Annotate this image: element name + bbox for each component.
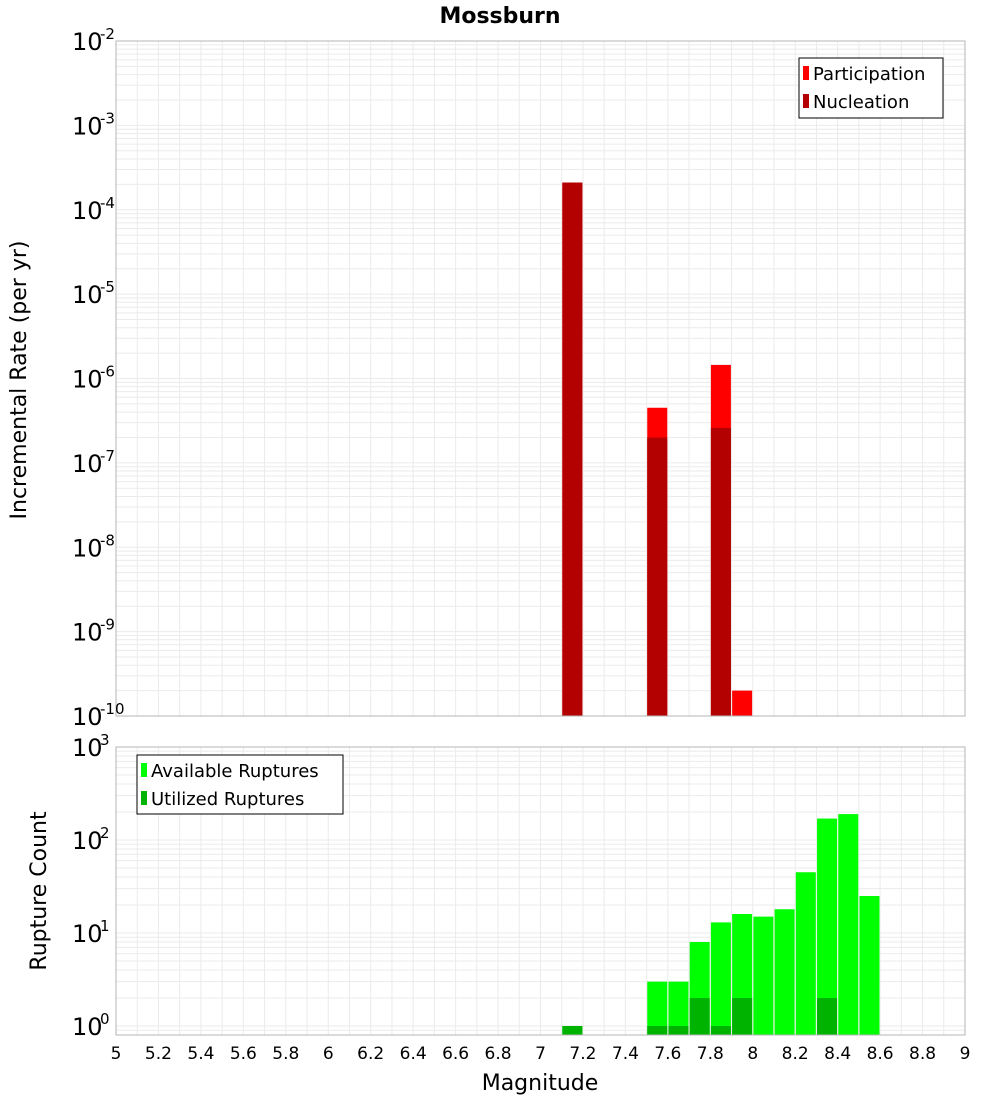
rate-y-tick-label: 10 [72,112,103,140]
count-y-tick-label: 10 [72,827,103,855]
x-tick-label: 8.8 [909,1044,936,1064]
rate-y-tick-exponent: -7 [100,447,115,465]
rate-y-tick-label: 10 [72,534,103,562]
rate-y-tick-exponent: -3 [100,109,115,127]
rate-y-tick-exponent: -2 [100,25,115,43]
rate-y-tick-exponent: -9 [100,616,115,634]
rate-y-tick-label: 10 [72,281,103,309]
rate-y-tick-exponent: -5 [100,278,115,296]
x-tick-label: 6.6 [442,1044,469,1064]
x-tick-label: 7.6 [654,1044,681,1064]
rate-bars [562,182,753,716]
utilized-ruptures-bar [689,997,710,1035]
rate-plot-frame [115,40,966,717]
nucleation-bar [647,437,668,716]
participation-legend-label: Participation [813,64,925,85]
rate-y-tick-label: 10 [72,28,103,56]
x-tick-label: 8 [747,1044,758,1064]
x-tick-label: 5.6 [230,1044,257,1064]
nucleation-legend-swatch [803,94,809,108]
available-ruptures-bar [647,981,668,1035]
x-tick-label: 6.8 [485,1044,512,1064]
rate-y-tick-label: 10 [72,703,103,731]
count-legend: Available Ruptures Utilized Ruptures [136,754,344,815]
available-ruptures-bar [774,909,795,1035]
count-y-tick-exponent: 0 [100,1010,110,1028]
rate-y-tick-label: 10 [72,619,103,647]
chart-title: Mossburn [439,4,560,29]
count-y-tick-label: 10 [72,920,103,948]
x-tick-label: 5.2 [145,1044,172,1064]
available-ruptures-bar [753,916,774,1035]
count-y-tick-label: 10 [72,734,103,762]
x-tick-label: 6.2 [357,1044,384,1064]
rate-y-tick-label: 10 [72,197,103,225]
participation-legend-swatch [803,66,809,80]
rate-legend: Participation Nucleation [798,57,944,119]
x-tick-label: 8.2 [782,1044,809,1064]
count-y-tick-exponent: 3 [100,731,110,749]
available-ruptures-bar [838,814,859,1035]
rate-grid [115,40,966,717]
available-ruptures-bar [795,872,816,1035]
participation-bar [732,690,753,716]
x-axis-label: Magnitude [482,1071,599,1096]
rate-y-tick-exponent: -8 [100,531,115,549]
x-tick-label: 9 [960,1044,971,1064]
utilized-legend-swatch [141,791,147,805]
nucleation-bar [710,427,731,716]
count-y-tick-exponent: 2 [100,824,110,842]
count-bars [562,814,880,1035]
x-tick-label: 5 [111,1044,122,1064]
count-y-tick-exponent: 1 [100,917,110,935]
rate-y-tick-exponent: -6 [100,363,115,381]
utilized-ruptures-bar [817,997,838,1035]
x-tick-label: 7.2 [569,1044,596,1064]
rate-legend-box [798,57,944,119]
rate-y-tick-label: 10 [72,450,103,478]
x-tick-label: 7.8 [697,1044,724,1064]
available-ruptures-bar [859,895,880,1035]
utilized-ruptures-bar [562,1025,583,1035]
utilized-legend-label: Utilized Ruptures [151,789,304,810]
rate-y-axis-label: Incremental Rate (per yr) [7,241,32,520]
x-tick-label: 6.4 [400,1044,427,1064]
utilized-ruptures-bar [732,997,753,1035]
count-legend-box [136,754,344,815]
available-ruptures-bar [817,818,838,1035]
count-y-axis-label: Rupture Count [27,811,52,971]
available-legend-swatch [141,763,147,777]
count-y-tick-label: 10 [72,1013,103,1041]
utilized-ruptures-bar [668,1025,689,1035]
utilized-ruptures-bar [710,1025,731,1035]
rate-y-tick-exponent: -4 [100,194,115,212]
nucleation-legend-label: Nucleation [813,92,909,113]
x-tick-label: 8.6 [867,1044,894,1064]
x-tick-label: 7.4 [612,1044,639,1064]
x-tick-label: 7 [535,1044,546,1064]
rate-y-tick-exponent: -10 [100,700,125,718]
x-tick-label: 5.4 [187,1044,214,1064]
available-ruptures-bar [710,922,731,1035]
x-axis-ticks: 5 5.2 5.4 5.6 5.8 6 6.2 6.4 6.6 6.8 7 7.2 7.4 7.6 7.8 8… [111,1044,971,1064]
utilized-ruptures-bar [647,1025,668,1035]
nucleation-bar [562,182,583,716]
x-tick-label: 6 [323,1044,334,1064]
available-legend-label: Available Ruptures [151,761,319,782]
available-ruptures-bar [668,981,689,1035]
x-tick-label: 8.4 [824,1044,851,1064]
count-plot-frame [115,746,966,1036]
rate-y-tick-label: 10 [72,366,103,394]
x-tick-label: 5.8 [272,1044,299,1064]
